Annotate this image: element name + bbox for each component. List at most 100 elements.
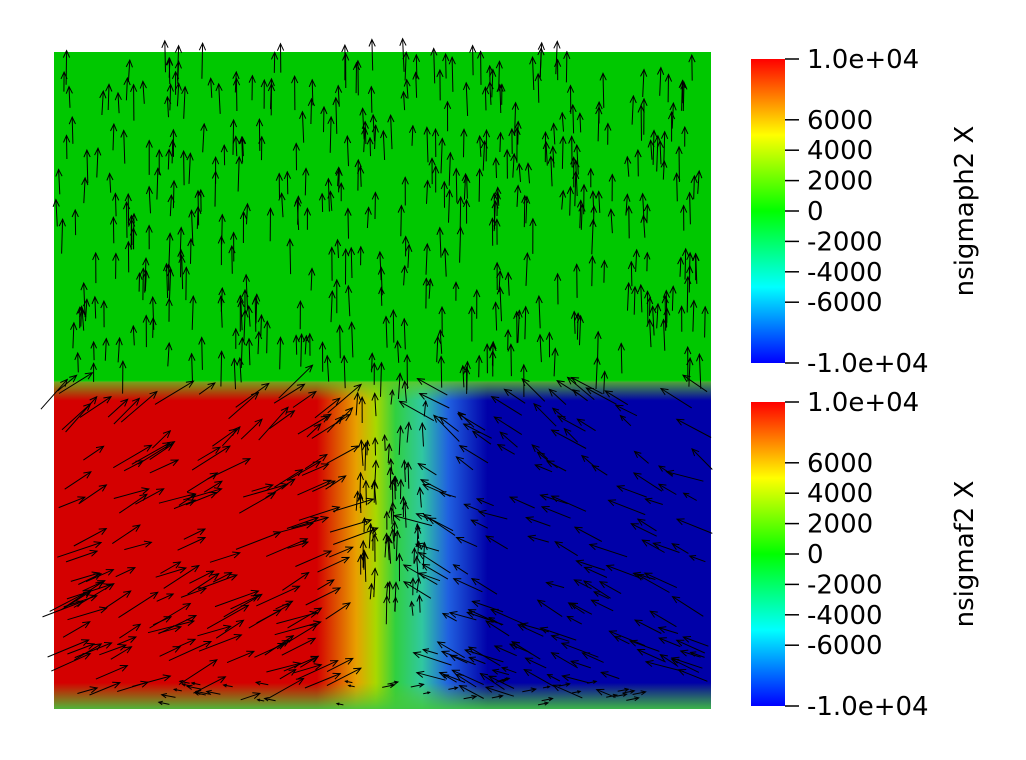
vector-glyph-head: [83, 402, 92, 412]
vector-glyph-head: [371, 191, 379, 200]
vector-glyph-head: [276, 42, 285, 51]
vector-glyph-shaft: [347, 208, 349, 239]
vector-glyph-head: [443, 100, 452, 110]
colorbar-tick-label: 4000: [807, 479, 873, 509]
vector-glyph-shaft: [297, 660, 338, 680]
vector-glyph-head: [103, 583, 113, 590]
vector-glyph-head: [660, 130, 669, 139]
vector-glyph-shaft: [312, 480, 336, 492]
vector-glyph-head: [570, 376, 580, 384]
vector-glyph-shaft: [196, 206, 199, 229]
vector-glyph-shaft: [535, 464, 553, 473]
vector-glyph-head: [563, 50, 571, 60]
vector-glyph-head: [130, 83, 138, 93]
vector-glyph-shaft: [511, 641, 532, 655]
vector-glyph-head: [576, 314, 584, 324]
vector-glyph-head: [370, 479, 378, 488]
vector-glyph-head: [644, 290, 652, 299]
vector-glyph-shaft: [678, 669, 708, 682]
vector-glyph-head: [673, 172, 681, 181]
vector-glyph-shaft: [301, 111, 305, 143]
vector-glyph-head: [475, 354, 483, 364]
vector-glyph-shaft: [197, 625, 231, 637]
vector-glyph-head: [165, 148, 173, 157]
vector-glyph-shaft: [51, 653, 91, 672]
colorbar-1-title: nsigmaph2 X: [950, 126, 980, 297]
vector-glyph-shaft: [576, 313, 579, 340]
vector-glyph-head: [105, 569, 115, 576]
vector-glyph-shaft: [523, 669, 555, 687]
vector-glyph-head: [363, 518, 373, 526]
vector-glyph-head: [185, 380, 195, 388]
vector-glyph-head: [83, 471, 92, 479]
vector-glyph-shaft: [152, 616, 172, 626]
vector-glyph-head: [380, 129, 388, 139]
vector-glyph-shaft: [257, 331, 260, 355]
vector-glyph-shaft: [230, 595, 259, 610]
vector-glyph-shaft: [279, 337, 281, 370]
vector-glyph-head: [430, 47, 438, 56]
vector-glyph-head: [572, 159, 580, 168]
vector-glyph-shaft: [132, 675, 171, 687]
vector-glyph-head: [177, 248, 185, 257]
vector-glyph-head: [390, 520, 399, 529]
colorbar-tick-label: -4000: [807, 258, 883, 288]
vector-glyph-shaft: [380, 267, 383, 296]
vector-glyph-head: [308, 78, 316, 88]
vector-glyph-head: [433, 414, 442, 423]
vector-glyph-head: [98, 528, 108, 536]
vector-glyph-shaft: [194, 692, 206, 696]
vector-glyph-shaft: [58, 169, 61, 195]
vector-glyph-head: [471, 600, 481, 607]
vector-glyph-shaft: [159, 646, 181, 657]
vector-glyph-head: [149, 295, 157, 305]
vector-glyph-shaft: [234, 71, 237, 93]
vector-glyph-head: [124, 240, 133, 250]
vector-glyph-head: [412, 53, 421, 63]
vector-glyph-shaft: [402, 38, 405, 72]
vector-glyph-shaft: [495, 158, 497, 179]
vector-glyph-head: [278, 192, 286, 201]
vector-glyph-shaft: [420, 479, 446, 494]
vector-glyph-shaft: [266, 321, 268, 354]
vector-glyph-head: [62, 49, 71, 58]
vector-glyph-head: [695, 169, 703, 179]
vector-glyph-head: [467, 646, 477, 654]
vector-glyph-shaft: [485, 535, 508, 550]
vector-glyph-shaft: [425, 243, 428, 275]
vector-glyph-head: [142, 269, 150, 279]
vector-glyph-head: [342, 52, 350, 61]
vector-glyph-head: [340, 354, 348, 364]
vector-glyph-shaft: [164, 40, 166, 73]
vector-glyph-shaft: [391, 480, 394, 508]
vector-glyph-shaft: [58, 372, 93, 394]
vector-glyph-head: [468, 305, 476, 315]
vector-glyph-head: [396, 424, 404, 434]
vector-glyph-head: [633, 619, 643, 627]
vector-glyph-head: [641, 539, 651, 547]
vector-glyph-shaft: [522, 688, 536, 693]
vector-glyph-head: [254, 593, 263, 601]
vector-glyph-head: [654, 134, 662, 144]
vector-glyph-shaft: [123, 130, 126, 164]
vector-glyph-head: [324, 354, 332, 364]
vector-glyph-head: [347, 684, 352, 688]
vector-glyph-head: [604, 122, 612, 131]
vector-glyph-head: [365, 497, 375, 505]
vector-glyph-head: [166, 593, 175, 600]
vector-glyph-head: [91, 295, 99, 305]
vector-glyph-head: [496, 285, 504, 295]
vector-glyph-head: [92, 251, 100, 261]
vector-glyph-head: [323, 413, 332, 421]
vector-glyph-shaft: [142, 81, 145, 104]
vector-glyph-head: [514, 120, 522, 129]
vector-glyph-head: [438, 671, 448, 679]
vector-glyph-shaft: [666, 471, 704, 482]
vector-glyph-head: [608, 630, 618, 638]
vector-glyph-shaft: [537, 702, 549, 706]
vector-glyph-head: [624, 281, 632, 291]
vector-glyph-shaft: [630, 261, 633, 287]
vector-glyph-shaft: [67, 607, 107, 621]
vector-glyph-shaft: [413, 548, 415, 564]
